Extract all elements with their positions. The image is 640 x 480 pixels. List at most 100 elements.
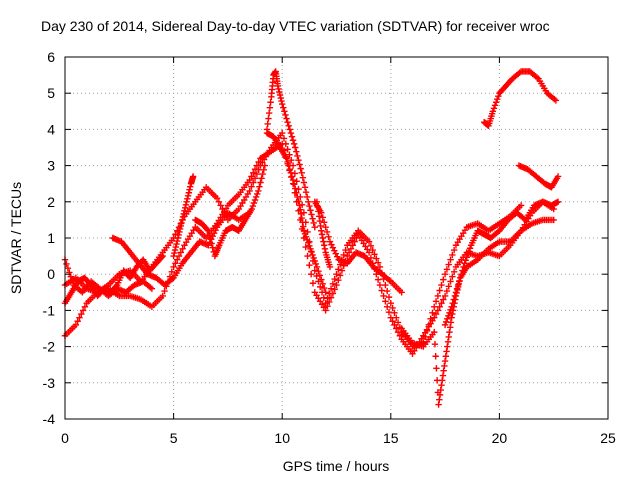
data-point	[286, 126, 294, 133]
data-point	[457, 274, 464, 282]
data-point	[306, 261, 313, 269]
data-point	[276, 91, 284, 99]
data-point	[320, 242, 328, 249]
data-point	[299, 223, 307, 230]
data-point	[72, 321, 80, 329]
data-point	[393, 314, 400, 321]
data-point	[459, 267, 466, 274]
data-point	[305, 239, 312, 247]
data-point	[265, 115, 272, 122]
data-point	[78, 310, 85, 318]
data-point	[433, 365, 440, 372]
data-point	[445, 333, 452, 341]
y-tick-label: 4	[47, 121, 55, 137]
data-point	[448, 314, 455, 321]
data-point	[215, 198, 223, 205]
data-point	[431, 303, 438, 310]
x-tick-label: 5	[170, 430, 178, 446]
data-point	[294, 193, 301, 201]
data-point	[219, 205, 226, 213]
data-point	[385, 309, 393, 316]
data-point	[297, 165, 304, 172]
data-point	[283, 115, 290, 122]
series-track-10	[515, 162, 562, 191]
data-point	[435, 401, 442, 408]
data-point	[255, 187, 262, 195]
data-point	[449, 310, 456, 318]
data-point	[295, 197, 302, 205]
data-point	[462, 257, 469, 264]
data-point	[175, 231, 182, 239]
series-track-8	[398, 216, 557, 408]
data-point	[280, 135, 288, 142]
data-point	[450, 268, 458, 275]
y-tick-label: -4	[43, 411, 56, 427]
data-point	[279, 129, 286, 137]
data-point	[186, 186, 193, 193]
data-point	[176, 228, 183, 236]
data-point	[441, 357, 449, 365]
series-track-13	[61, 252, 166, 307]
data-point	[464, 251, 472, 258]
data-point	[374, 259, 382, 266]
data-point	[391, 321, 398, 329]
data-point	[310, 219, 317, 227]
data-point	[208, 240, 215, 247]
data-point	[319, 280, 326, 288]
data-point	[327, 285, 335, 292]
data-point	[319, 234, 326, 242]
data-point	[184, 195, 191, 202]
data-point	[298, 169, 305, 177]
data-point	[389, 318, 396, 325]
data-point	[442, 318, 450, 326]
data-point	[275, 85, 282, 93]
data-point	[421, 333, 429, 341]
data-point	[335, 266, 342, 273]
data-point	[345, 249, 353, 256]
data-point	[447, 278, 454, 285]
data-point	[440, 296, 447, 303]
data-point	[159, 252, 166, 260]
data-point	[217, 202, 224, 209]
data-point	[266, 104, 274, 111]
data-point	[432, 298, 440, 305]
data-point	[450, 246, 458, 254]
data-point	[297, 210, 305, 218]
data-point	[317, 222, 324, 230]
data-point	[284, 158, 291, 166]
data-point	[489, 108, 497, 115]
data-point	[396, 332, 404, 339]
data-point	[554, 173, 562, 180]
data-point	[323, 228, 331, 236]
data-point	[436, 287, 443, 294]
y-tick-label: 1	[47, 230, 55, 246]
data-point	[292, 185, 299, 192]
data-point	[296, 161, 303, 168]
data-point	[246, 187, 253, 195]
data-point	[374, 276, 382, 283]
data-point	[301, 184, 309, 191]
data-point	[324, 295, 331, 302]
data-point	[289, 137, 297, 144]
data-point	[313, 263, 321, 271]
data-point	[288, 156, 295, 164]
data-point	[460, 263, 467, 271]
data-point	[391, 309, 398, 317]
data-point	[300, 179, 308, 186]
data-point	[297, 206, 304, 213]
data-point	[74, 318, 81, 325]
data-point	[380, 292, 387, 300]
data-point	[438, 299, 445, 307]
data-point	[425, 321, 433, 329]
data-point	[250, 169, 257, 177]
data-point	[173, 240, 180, 248]
series-track-3	[109, 209, 253, 289]
data-point	[434, 292, 442, 300]
data-point	[423, 327, 431, 335]
data-point	[172, 260, 179, 267]
data-point	[284, 118, 291, 126]
series-track-5	[263, 68, 318, 231]
data-point	[292, 144, 299, 151]
data-point	[454, 281, 462, 289]
